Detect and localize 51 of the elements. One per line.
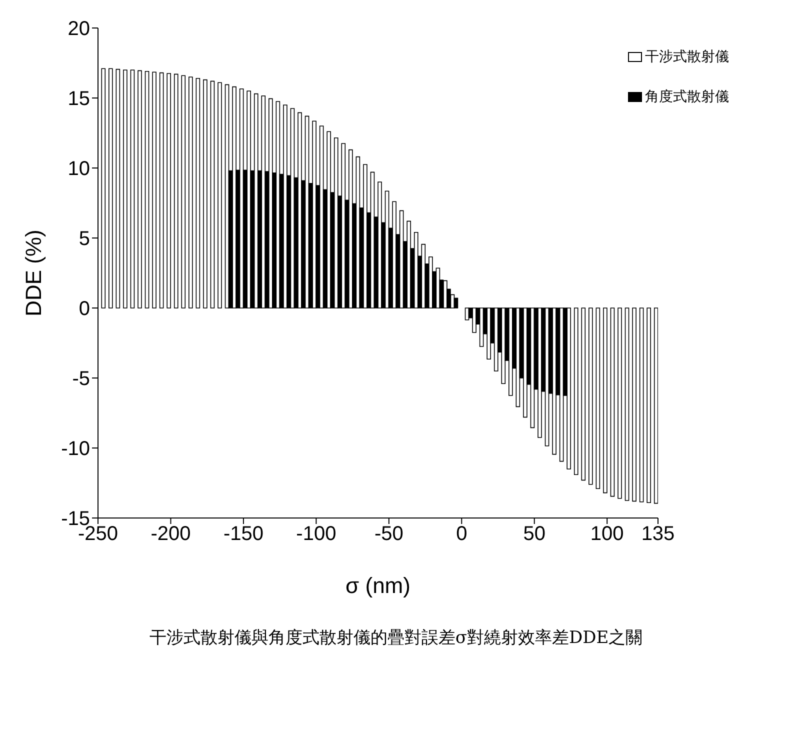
y-tick-label: -5 [72,368,90,390]
x-tick-label: -50 [374,523,404,546]
bar [138,70,142,308]
y-tick-label: 20 [68,18,90,40]
x-tick-label: 135 [641,523,675,546]
bar [454,298,458,308]
bar [581,308,586,481]
bar [116,68,120,308]
bar [218,82,222,308]
bar [596,308,600,489]
bar [159,72,164,308]
x-tick-label: -100 [296,523,336,546]
x-tick-label: 100 [590,523,624,546]
bar [152,72,156,308]
bar [566,308,571,470]
bar [588,308,593,485]
bar [654,308,658,504]
bar [123,70,128,308]
y-tick-label: -10 [61,438,90,460]
bar [646,308,651,503]
bar [210,80,215,308]
bar [144,71,150,308]
y-axis-title: DDE (%) [20,230,46,316]
bar [166,73,171,308]
bar [101,68,106,308]
bar [174,74,178,308]
bar [639,308,644,502]
bar [108,68,113,308]
x-tick-label: 50 [523,523,546,546]
bar [196,78,200,308]
legend-label: 干涉式散射儀 [645,48,729,66]
bar [130,70,135,308]
bar [574,308,578,475]
legend-label: 角度式散射儀 [645,88,729,106]
bar [188,76,193,308]
y-tick-label: 10 [68,158,90,180]
y-tick-label: 15 [68,88,90,110]
bar [632,308,636,502]
bar [624,308,630,501]
bar [603,308,608,494]
bar [610,308,615,497]
y-tick-label: 0 [78,298,90,320]
y-tick-label: 5 [78,228,90,250]
bar [618,308,622,499]
x-tick-label: -200 [150,523,191,546]
text: 干涉式散射儀與角度式散射儀的疊對誤差σ對繞射效率差DDE之關 [148,627,644,649]
bar [203,79,208,308]
x-tick-label: 0 [456,523,468,546]
x-axis-title: σ (nm) [346,573,410,598]
x-tick-label: -150 [223,523,264,546]
bar [181,75,186,308]
